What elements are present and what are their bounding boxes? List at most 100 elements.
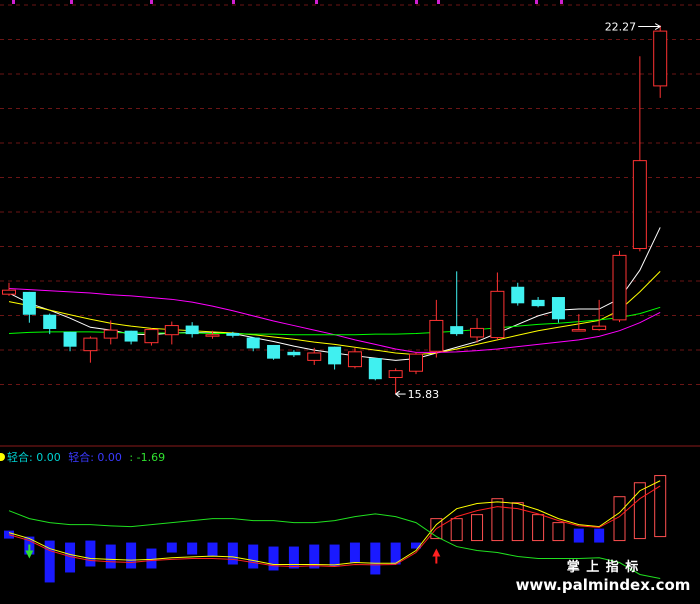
- candle: [612, 250, 627, 323]
- top-tick-marker: [437, 0, 440, 4]
- candle: [450, 271, 464, 336]
- indicator-bar: [491, 498, 504, 542]
- candle-body: [409, 353, 423, 372]
- candle-body: [612, 254, 627, 321]
- watermark: 掌 上 指 标 www.palmindex.com: [508, 556, 698, 594]
- indicator-bar: [309, 544, 320, 569]
- candle-body: [653, 30, 668, 87]
- candle-body: [2, 289, 16, 295]
- candle: [328, 346, 342, 370]
- candle-body: [144, 329, 159, 344]
- top-tick-marker: [535, 0, 538, 4]
- candle: [470, 318, 485, 343]
- indicator-line: [8, 480, 661, 566]
- candle: [267, 344, 281, 360]
- ma-line: [8, 227, 661, 361]
- candle-body: [531, 299, 545, 307]
- indicator-title-bar: 轻合: 0.00 轻合: 0.00 : -1.69: [0, 449, 165, 464]
- indicator-bar: [390, 542, 401, 565]
- top-tick-marker: [232, 0, 235, 4]
- indicator-bar: [471, 514, 484, 542]
- candle-body: [164, 325, 179, 336]
- high-price-label: 22.27: [605, 21, 637, 34]
- candle-body: [450, 326, 464, 335]
- candle: [246, 336, 260, 352]
- panel-marker-icon: [0, 453, 5, 461]
- candle-body: [551, 297, 565, 320]
- indicator-bar: [370, 542, 381, 575]
- candle: [592, 299, 607, 331]
- indicator-bar: [126, 542, 137, 569]
- candle: [571, 314, 586, 332]
- indicator-bar: [268, 546, 279, 571]
- top-tick-marker: [70, 0, 73, 4]
- candle: [287, 350, 301, 357]
- candle: [22, 291, 36, 323]
- candle-body: [368, 358, 382, 380]
- indicator-label-1: 轻合: 0.00: [7, 451, 61, 464]
- candle-body: [43, 314, 57, 329]
- indicator-line: [8, 510, 661, 579]
- indicator-bar: [105, 544, 116, 569]
- candle-body: [571, 329, 586, 332]
- indicator-bar: [552, 522, 565, 542]
- candle-body: [185, 325, 199, 335]
- indicator-bar: [430, 518, 443, 540]
- candle-body: [388, 370, 403, 378]
- top-tick-marker: [12, 0, 15, 4]
- indicator-bar: [349, 542, 360, 563]
- candle: [226, 331, 240, 338]
- candle-body: [511, 286, 525, 304]
- indicator-bar: [85, 540, 96, 567]
- candle: [205, 330, 220, 339]
- indicator-bar: [227, 542, 238, 565]
- candle-body: [22, 291, 36, 315]
- candle-body: [429, 319, 444, 352]
- candle-body: [246, 337, 260, 349]
- indicator-bar: [613, 496, 626, 542]
- candle: [185, 322, 199, 338]
- candle: [490, 272, 505, 340]
- indicator-bar: [532, 514, 545, 542]
- sell-signal-arrow-icon: [25, 550, 34, 559]
- top-tick-marker: [560, 0, 563, 4]
- candle: [388, 368, 403, 395]
- candle-body: [83, 337, 98, 352]
- candle: [307, 347, 322, 365]
- grid: [0, 0, 700, 447]
- indicator-bar: [288, 546, 299, 569]
- candle-body: [632, 160, 647, 250]
- indicator-bar: [329, 544, 340, 567]
- candle-body: [226, 332, 240, 336]
- candle-body: [103, 329, 118, 339]
- candle-body: [205, 334, 220, 337]
- indicator-bar: [65, 542, 76, 573]
- indicator-label-2: 轻合: 0.00: [68, 451, 122, 464]
- candle-body: [124, 330, 138, 342]
- candle: [531, 297, 545, 308]
- candle-body: [592, 325, 607, 331]
- candle: [63, 331, 77, 352]
- candle: [409, 352, 423, 375]
- top-tick-marker: [315, 0, 318, 4]
- buy-signal-arrow-icon: [432, 548, 441, 557]
- ma-line: [8, 271, 661, 356]
- indicator-bar: [187, 542, 198, 555]
- top-tick-marker: [415, 0, 418, 4]
- candle-body: [267, 344, 281, 359]
- watermark-url: www.palmindex.com: [515, 576, 691, 594]
- candle: [551, 297, 565, 323]
- candle: [429, 299, 444, 358]
- candle: [103, 320, 118, 345]
- indicator-line: [8, 485, 661, 567]
- candle-body: [328, 346, 342, 365]
- indicator-bar: [411, 542, 421, 549]
- indicator-bar: [44, 540, 55, 583]
- top-tick-marker: [150, 0, 153, 4]
- indicator-bar: [450, 518, 463, 542]
- indicator-bar: [654, 475, 667, 538]
- indicator-bar: [594, 528, 605, 543]
- high-pointer-arrow: [654, 23, 662, 30]
- candle-body: [307, 352, 322, 361]
